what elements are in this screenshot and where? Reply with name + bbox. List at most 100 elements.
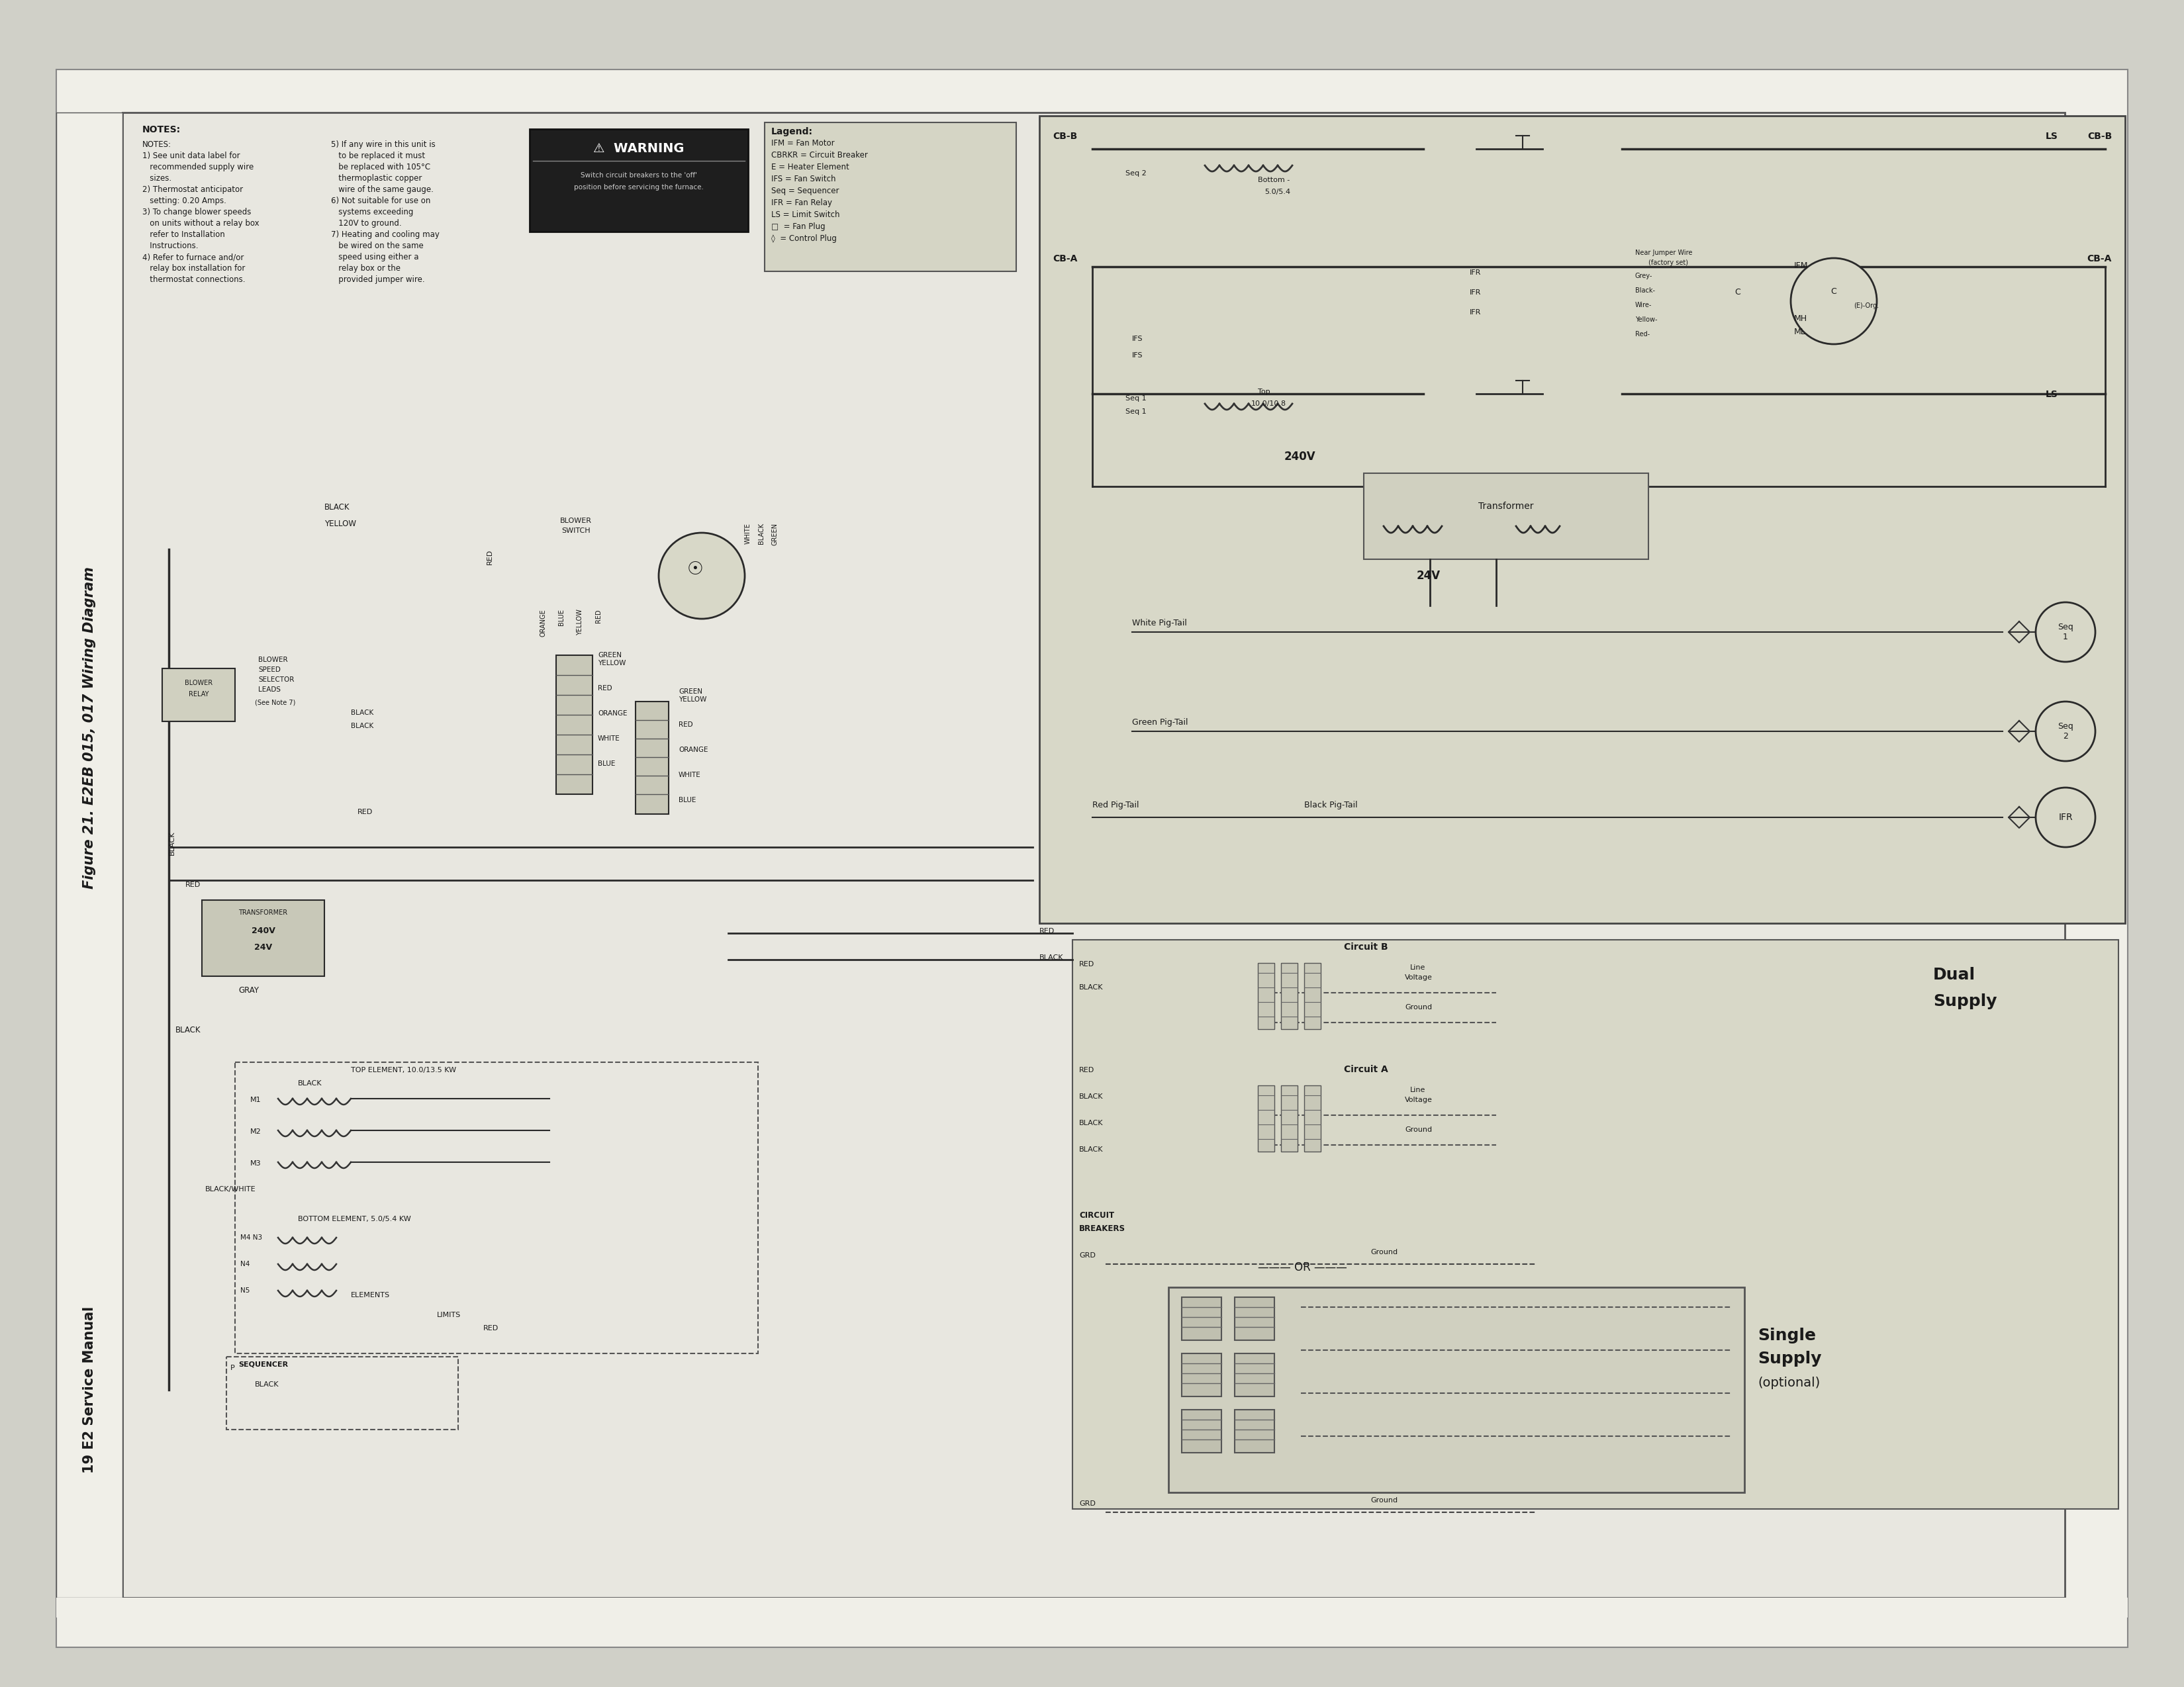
Text: Wire-: Wire- <box>1636 302 1651 309</box>
Bar <box>1182 1297 1221 1339</box>
Text: Seq 1: Seq 1 <box>1125 395 1147 402</box>
Text: IFR: IFR <box>2057 813 2073 822</box>
Text: BLUE: BLUE <box>598 761 616 768</box>
Text: BOTTOM ELEMENT, 5.0/5.4 KW: BOTTOM ELEMENT, 5.0/5.4 KW <box>297 1216 411 1223</box>
Text: BLACK: BLACK <box>1079 1093 1103 1100</box>
Bar <box>1282 1085 1297 1152</box>
Text: RED: RED <box>1040 928 1055 935</box>
Bar <box>557 655 592 795</box>
Text: RED: RED <box>679 722 692 729</box>
Bar <box>1363 474 1649 560</box>
Text: LS = Limit Switch: LS = Limit Switch <box>771 211 841 219</box>
Text: IFS = Fan Switch: IFS = Fan Switch <box>771 175 836 184</box>
Bar <box>1182 1353 1221 1397</box>
Bar <box>1282 963 1297 1029</box>
Text: RED: RED <box>487 550 494 565</box>
Circle shape <box>660 533 745 619</box>
Text: be replaced with 105°C: be replaced with 105°C <box>332 164 430 172</box>
Text: relay box installation for: relay box installation for <box>142 265 245 273</box>
Text: 24V: 24V <box>253 943 273 951</box>
Text: TOP ELEMENT, 10.0/13.5 KW: TOP ELEMENT, 10.0/13.5 KW <box>352 1066 456 1073</box>
Text: IFM: IFM <box>1793 261 1808 270</box>
Text: 120V to ground.: 120V to ground. <box>332 219 402 228</box>
Text: CB-A: CB-A <box>2088 255 2112 263</box>
Text: (optional): (optional) <box>1758 1377 1819 1388</box>
Text: ◊  = Control Plug: ◊ = Control Plug <box>771 234 836 243</box>
Text: N4: N4 <box>240 1260 249 1267</box>
Text: systems exceeding: systems exceeding <box>332 208 413 216</box>
Text: LS: LS <box>2046 132 2057 142</box>
Text: Circuit A: Circuit A <box>1343 1064 1389 1075</box>
Bar <box>1168 1287 1745 1493</box>
Bar <box>1304 1085 1321 1152</box>
Bar <box>1258 963 1275 1029</box>
Text: LS: LS <box>2046 390 2057 400</box>
Text: □  = Fan Plug: □ = Fan Plug <box>771 223 826 231</box>
Text: Near Jumper Wire: Near Jumper Wire <box>1636 250 1693 256</box>
Text: BLACK: BLACK <box>1040 955 1064 962</box>
Bar <box>1072 940 2118 1508</box>
Text: Transformer: Transformer <box>1479 501 1533 511</box>
Text: White Pig-Tail: White Pig-Tail <box>1131 619 1186 628</box>
Text: setting: 0.20 Amps.: setting: 0.20 Amps. <box>142 197 227 206</box>
Text: Seq 2: Seq 2 <box>1125 170 1147 177</box>
Text: 1) See unit data label for: 1) See unit data label for <box>142 152 240 160</box>
Text: Lagend:: Lagend: <box>771 127 812 137</box>
Text: Seq 1: Seq 1 <box>1125 408 1147 415</box>
Text: Red-: Red- <box>1636 331 1649 337</box>
Text: 24V: 24V <box>1417 570 1441 582</box>
Text: ⚠  WARNING: ⚠ WARNING <box>594 143 684 155</box>
Text: SEQUENCER: SEQUENCER <box>238 1361 288 1368</box>
Text: Yellow-: Yellow- <box>1636 317 1658 322</box>
Text: on units without a relay box: on units without a relay box <box>142 219 260 228</box>
Text: RED: RED <box>186 882 201 887</box>
Text: refer to Installation: refer to Installation <box>142 231 225 240</box>
Text: ORANGE: ORANGE <box>679 747 708 752</box>
Text: Seq
1: Seq 1 <box>2057 623 2073 641</box>
Text: BLACK: BLACK <box>168 830 175 855</box>
Text: ——— OR ———: ——— OR ——— <box>1258 1262 1348 1274</box>
Text: 19 E2 Service Manual: 19 E2 Service Manual <box>83 1306 96 1473</box>
Text: BLACK/WHITE: BLACK/WHITE <box>205 1186 256 1193</box>
Text: BREAKERS: BREAKERS <box>1079 1225 1125 1233</box>
Text: BLACK: BLACK <box>352 710 373 715</box>
Text: YELLOW: YELLOW <box>325 520 356 528</box>
Circle shape <box>2035 788 2094 847</box>
Text: recommended supply wire: recommended supply wire <box>142 164 253 172</box>
Text: CBRKR = Circuit Breaker: CBRKR = Circuit Breaker <box>771 150 867 160</box>
Text: GREEN: GREEN <box>771 523 778 545</box>
Text: C: C <box>1830 287 1837 295</box>
Bar <box>162 668 236 722</box>
Bar <box>529 130 749 231</box>
Text: NOTES:: NOTES: <box>142 140 173 148</box>
Text: RED: RED <box>598 685 612 692</box>
Text: be wired on the same: be wired on the same <box>332 241 424 250</box>
Text: Ground: Ground <box>1369 1248 1398 1255</box>
Text: TRANSFORMER: TRANSFORMER <box>238 909 288 916</box>
Text: C: C <box>1734 288 1741 297</box>
Circle shape <box>2035 702 2094 761</box>
Text: BLACK: BLACK <box>1079 1145 1103 1152</box>
Text: IFS: IFS <box>1131 353 1142 359</box>
Text: IFR: IFR <box>1470 270 1481 277</box>
Text: ☉: ☉ <box>688 560 703 579</box>
Text: Line: Line <box>1411 1086 1426 1093</box>
Text: BLOWER: BLOWER <box>186 680 212 687</box>
Text: M1: M1 <box>251 1097 262 1103</box>
Text: Green Pig-Tail: Green Pig-Tail <box>1131 719 1188 727</box>
Bar <box>636 702 668 815</box>
Bar <box>1040 116 2125 923</box>
Text: 240V: 240V <box>251 926 275 935</box>
Text: Grey-: Grey- <box>1636 273 1653 280</box>
Text: relay box or the: relay box or the <box>332 265 400 273</box>
Text: GRD: GRD <box>1079 1252 1096 1259</box>
Text: M2: M2 <box>251 1129 262 1135</box>
Text: BLACK: BLACK <box>325 503 349 511</box>
Text: SWITCH: SWITCH <box>561 528 590 535</box>
Text: BLACK: BLACK <box>352 722 373 729</box>
Text: ML: ML <box>1793 327 1806 336</box>
Text: 10.0/10.8: 10.0/10.8 <box>1251 400 1286 407</box>
Text: Voltage: Voltage <box>1404 1097 1433 1103</box>
Text: 4) Refer to furnace and/or: 4) Refer to furnace and/or <box>142 253 245 261</box>
Bar <box>227 1356 459 1429</box>
